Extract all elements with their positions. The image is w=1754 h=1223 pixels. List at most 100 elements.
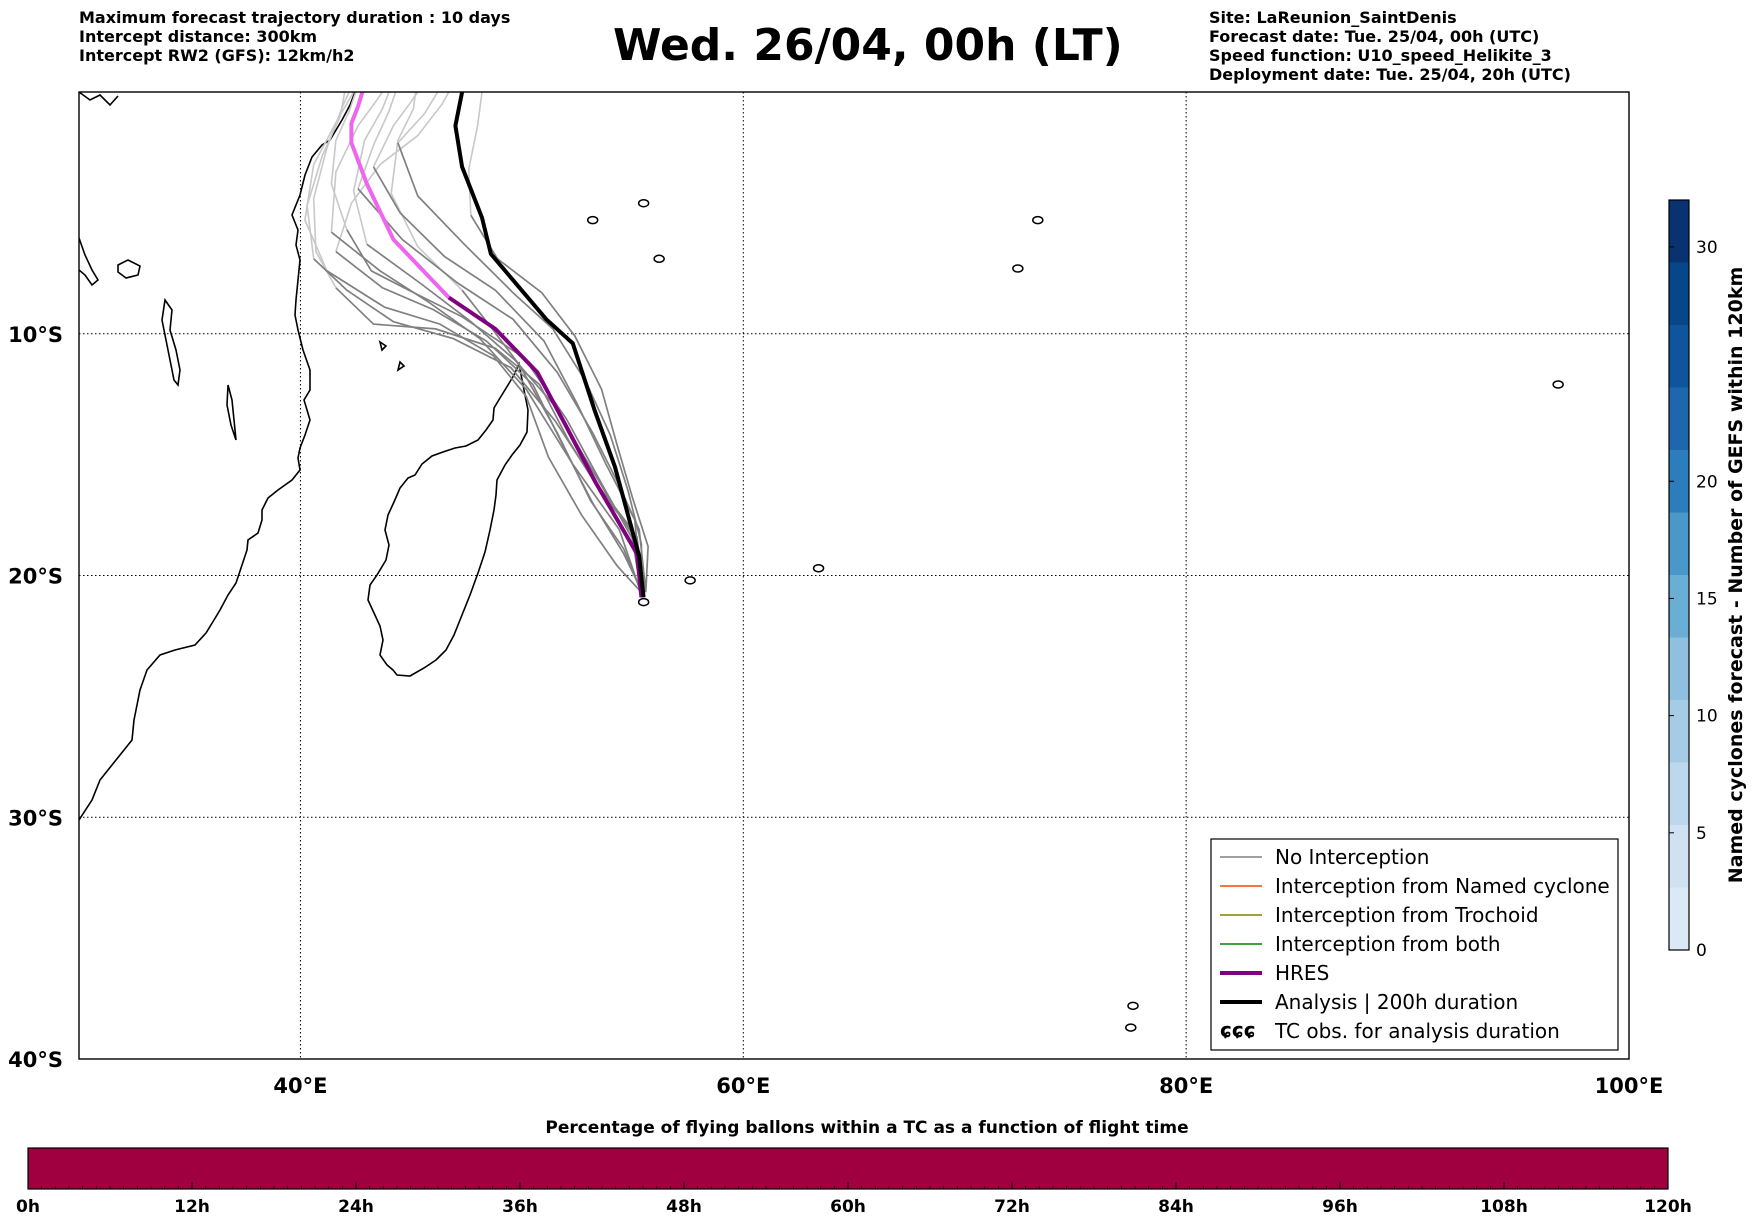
madagascar-coast bbox=[367, 361, 529, 677]
longitude-tick-labels: 40°E 60°E 80°E 100°E bbox=[273, 1074, 1663, 1098]
africa-coast bbox=[79, 92, 356, 821]
faded-trajectories bbox=[304, 92, 483, 291]
colorbar-right-cell bbox=[1669, 325, 1689, 388]
faded-trajectory bbox=[357, 92, 397, 189]
colorbar-right-cell bbox=[1669, 450, 1689, 513]
intercept-distance-text: Intercept distance: 300km bbox=[79, 27, 318, 46]
hres-extension-trajectory bbox=[349, 92, 451, 299]
faded-trajectory bbox=[312, 92, 350, 289]
lon-tick-label: 80°E bbox=[1159, 1074, 1213, 1098]
deployment-date-text: Deployment date: Tue. 25/04, 20h (UTC) bbox=[1209, 65, 1571, 84]
legend-item: Analysis | 200h duration bbox=[1220, 990, 1518, 1014]
coastlines bbox=[79, 92, 529, 821]
legend-item: Interception from both bbox=[1220, 932, 1501, 956]
legend-label: Analysis | 200h duration bbox=[1275, 990, 1518, 1014]
colorbar-right-cell bbox=[1669, 887, 1689, 950]
colorbar-right-frame bbox=[1668, 199, 1690, 951]
lake-tanganyika bbox=[161, 297, 181, 387]
colorbar-right-cell bbox=[1669, 575, 1689, 638]
east-africa-inland bbox=[79, 237, 100, 287]
map-frame bbox=[78, 91, 1630, 1060]
colorbar-bottom-tick-label: 60h bbox=[830, 1197, 866, 1217]
ensemble-trajectory bbox=[326, 270, 645, 596]
legend-item: Interception from Named cyclone bbox=[1220, 874, 1610, 898]
lon-tick-label: 60°E bbox=[716, 1074, 770, 1098]
island-marker bbox=[1127, 1001, 1139, 1011]
colorbar-bottom-tick-label: 120h bbox=[1644, 1197, 1692, 1217]
legend-item: No Interception bbox=[1220, 845, 1429, 869]
latitude-tick-labels: 10°S 20°S 30°S 40°S bbox=[8, 323, 63, 1072]
colorbar-right-cell bbox=[1669, 825, 1689, 888]
max-duration-text: Maximum forecast trajectory duration : 1… bbox=[79, 8, 511, 27]
legend-label: Interception from Named cyclone bbox=[1275, 874, 1610, 898]
analysis-trajectory-group bbox=[453, 92, 646, 598]
legend-label: HRES bbox=[1275, 961, 1329, 985]
colorbar-right: 0 5 10 15 20 30 Named cyclones forecast - Num… bbox=[1668, 199, 1747, 961]
site-text: Site: LaReunion_SaintDenis bbox=[1209, 8, 1457, 27]
colorbar-bottom-tick-label: 84h bbox=[1158, 1197, 1194, 1217]
forecast-date-text: Forecast date: Tue. 25/04, 00h (UTC) bbox=[1209, 27, 1540, 46]
faded-trajectory bbox=[467, 92, 483, 216]
island-marker bbox=[1032, 215, 1044, 225]
colorbar-bottom: Percentage of flying ballons within a TC… bbox=[16, 1118, 1692, 1217]
island-marker bbox=[1012, 264, 1024, 273]
faded-trajectory bbox=[390, 92, 463, 291]
comoros-1 bbox=[396, 360, 406, 372]
faded-trajectory bbox=[304, 92, 355, 272]
legend-symbol-tc-obs: ɕɕɕ bbox=[1220, 1018, 1256, 1042]
colorbar-bottom-tick-label: 24h bbox=[338, 1197, 374, 1217]
colorbar-right-label: Named cyclones forecast - Number of GEFS… bbox=[1725, 267, 1747, 884]
faded-trajectory bbox=[330, 92, 357, 231]
analysis-trajectory bbox=[453, 92, 646, 598]
colorbar-bottom-tick-label: 48h bbox=[666, 1197, 702, 1217]
colorbar-right-tick-label: 15 bbox=[1696, 589, 1718, 609]
ensemble-trajectory bbox=[335, 250, 645, 596]
legend: No Interception Interception from Named c… bbox=[1210, 838, 1619, 1051]
island-marker bbox=[637, 597, 650, 607]
legend-label: No Interception bbox=[1275, 845, 1429, 869]
colorbar-right-tick-label: 5 bbox=[1696, 824, 1707, 844]
colorbar-right-tick-label: 20 bbox=[1696, 472, 1718, 492]
lake-victoria bbox=[117, 259, 141, 279]
header-info-right: Site: LaReunion_SaintDenis Forecast date… bbox=[1209, 8, 1571, 84]
colorbar-bottom-tick-label: 96h bbox=[1322, 1197, 1358, 1217]
faded-trajectory bbox=[397, 92, 439, 144]
arabia-coast-fragment bbox=[79, 92, 119, 107]
lat-tick-label: 20°S bbox=[8, 565, 63, 589]
island-marker bbox=[586, 215, 599, 225]
colorbar-right-cell bbox=[1669, 700, 1689, 763]
intercept-rw2-text: Intercept RW2 (GFS): 12km/h2 bbox=[79, 46, 355, 65]
faded-trajectory bbox=[306, 92, 346, 259]
legend-label: Interception from both bbox=[1275, 932, 1501, 956]
colorbar-right-cell bbox=[1669, 387, 1689, 450]
legend-item: Interception from Trochoid bbox=[1220, 903, 1539, 927]
colorbar-right-cell bbox=[1669, 762, 1689, 825]
islands-group bbox=[586, 198, 1564, 1032]
colorbar-bottom-tick-label: 0h bbox=[16, 1197, 40, 1217]
colorbar-bottom-tick-label: 72h bbox=[994, 1197, 1030, 1217]
lat-tick-label: 30°S bbox=[8, 806, 63, 830]
colorbar-right-tick-label: 10 bbox=[1696, 707, 1718, 727]
ensemble-trajectories bbox=[313, 142, 649, 596]
colorbar-right-cell bbox=[1669, 637, 1689, 700]
colorbar-right-cell bbox=[1669, 200, 1689, 263]
legend-item: HRES bbox=[1220, 961, 1329, 985]
main-title: Wed. 26/04, 00h (LT) bbox=[613, 20, 1123, 71]
colorbar-right-cell bbox=[1669, 262, 1689, 325]
colorbar-bottom-tick-label: 12h bbox=[174, 1197, 210, 1217]
island-marker bbox=[684, 576, 696, 585]
lat-tick-label: 40°S bbox=[8, 1048, 63, 1072]
island-marker bbox=[1125, 1023, 1137, 1032]
colorbar-bottom-tick-label: 36h bbox=[502, 1197, 538, 1217]
faded-trajectory bbox=[330, 92, 384, 233]
legend-label: Interception from Trochoid bbox=[1275, 903, 1539, 927]
island-marker bbox=[637, 198, 650, 208]
lon-tick-label: 100°E bbox=[1595, 1074, 1664, 1098]
comoros-2 bbox=[378, 340, 388, 352]
faded-trajectory bbox=[352, 92, 390, 245]
faded-trajectory bbox=[335, 92, 450, 252]
island-marker bbox=[812, 563, 825, 573]
ensemble-trajectory bbox=[470, 214, 649, 591]
island-marker bbox=[653, 254, 665, 264]
